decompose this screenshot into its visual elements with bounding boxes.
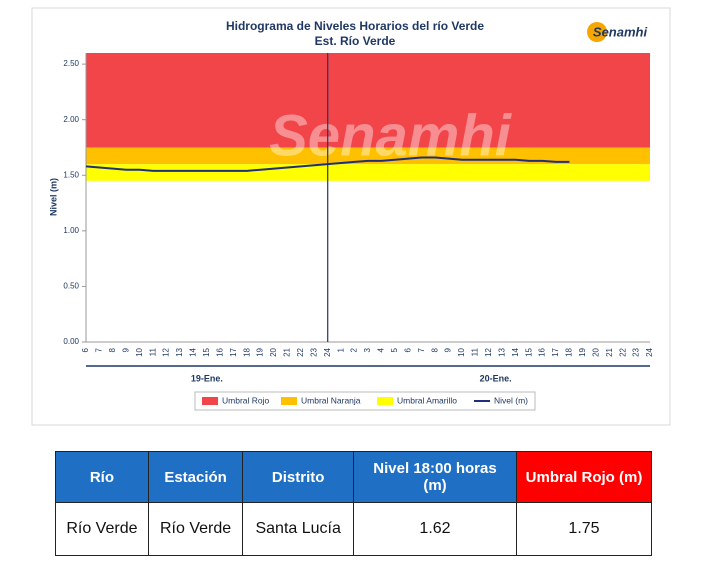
x-tick-label: 14 <box>189 347 198 356</box>
x-tick-label: 2 <box>350 347 359 352</box>
x-tick-label: 16 <box>538 347 547 356</box>
legend-label: Umbral Amarillo <box>397 395 457 405</box>
cell: Río Verde <box>147 502 244 556</box>
x-tick-label: 23 <box>309 347 318 356</box>
x-tick-label: 22 <box>618 347 627 356</box>
x-tick-label: 10 <box>457 347 466 356</box>
y-axis-label: Nivel (m) <box>48 178 58 216</box>
x-tick-label: 13 <box>175 347 184 356</box>
legend-label: Umbral Rojo <box>222 395 270 405</box>
x-tick-label: 23 <box>632 347 641 356</box>
x-tick-label: 16 <box>215 347 224 356</box>
cell: 1.75 <box>516 502 652 556</box>
y-tick-label: 1.00 <box>63 226 79 235</box>
x-tick-label: 17 <box>229 347 238 356</box>
legend-label: Umbral Naranja <box>301 395 361 405</box>
logo-text: Senamhi <box>593 24 648 39</box>
legend: Umbral Rojo Umbral Naranja Umbral Amarillo… <box>194 391 536 411</box>
x-tick-label: 9 <box>121 347 130 352</box>
x-tick-label: 18 <box>242 347 251 356</box>
x-tick-label: 7 <box>417 347 426 352</box>
legend-swatch <box>202 397 218 405</box>
x-tick-label: 14 <box>511 347 520 356</box>
x-tick-label: 13 <box>497 347 506 356</box>
header-cell: Nivel 18:00 horas (m) <box>353 451 517 503</box>
x-tick-label: 8 <box>430 347 439 352</box>
header-cell: Estación <box>147 451 244 503</box>
threshold-band <box>86 53 650 148</box>
table-row: Río Verde Río Verde Santa Lucía 1.62 1.7… <box>55 502 652 556</box>
x-tick-label: 5 <box>390 347 399 352</box>
y-tick-label: 0.50 <box>63 282 79 291</box>
x-tick-label: 21 <box>605 347 614 356</box>
x-tick-label: 10 <box>135 347 144 356</box>
y-tick-label: 1.50 <box>63 170 79 179</box>
legend-label: Nivel (m) <box>494 395 528 405</box>
x-tick-label: 21 <box>283 347 292 356</box>
x-tick-label: 8 <box>108 347 117 352</box>
x-group-label: 20-Ene. <box>480 373 512 383</box>
x-tick-label: 15 <box>202 347 211 356</box>
legend-swatch <box>377 397 393 405</box>
legend-swatch <box>281 397 297 405</box>
x-tick-label: 7 <box>95 347 104 352</box>
x-tick-label: 3 <box>363 347 372 352</box>
x-tick-label: 19 <box>578 347 587 356</box>
chart-subtitle: Est. Río Verde <box>315 34 396 48</box>
y-tick-label: 0.00 <box>63 337 79 346</box>
y-tick-label: 2.50 <box>63 59 79 68</box>
header-cell: Río <box>55 451 149 503</box>
level-line <box>85 156 570 172</box>
x-group-label: 19-Ene. <box>191 373 223 383</box>
y-tick-label: 2.00 <box>63 115 79 124</box>
x-tick-label: 20 <box>269 347 278 356</box>
x-tick-label: 11 <box>471 347 480 356</box>
x-tick-label: 17 <box>551 347 560 356</box>
cell: Santa Lucía <box>242 502 354 556</box>
x-tick-label: 4 <box>377 347 386 352</box>
x-tick-label: 24 <box>645 347 654 356</box>
x-tick-label: 20 <box>591 347 600 356</box>
x-tick-label: 9 <box>444 347 453 352</box>
x-tick-label: 12 <box>484 347 493 356</box>
x-tick-label: 22 <box>296 347 305 356</box>
x-tick-label: 19 <box>256 347 265 356</box>
x-tick-label: 15 <box>524 347 533 356</box>
header-cell: Distrito <box>242 451 354 503</box>
header-cell: Umbral Rojo (m) <box>516 451 652 503</box>
cell: Río Verde <box>55 502 149 556</box>
logo-sun <box>587 22 607 42</box>
x-tick-label: 11 <box>148 347 157 356</box>
table-header: Río Estación Distrito Nivel 18:00 horas … <box>55 451 652 503</box>
legend-box <box>194 391 536 411</box>
x-tick-label: 6 <box>403 347 412 352</box>
x-tick-label: 1 <box>336 347 345 352</box>
x-tick-label: 24 <box>323 347 332 356</box>
watermark: Senamhi <box>269 103 513 168</box>
cell: 1.62 <box>353 502 517 556</box>
x-tick-label: 12 <box>162 347 171 356</box>
data-table: Río Estación Distrito Nivel 18:00 horas … <box>55 451 652 556</box>
x-tick-label: 18 <box>565 347 574 356</box>
chart-title: Hidrograma de Niveles Horarios del río V… <box>226 19 484 33</box>
threshold-band <box>86 164 650 181</box>
x-tick-label: 6 <box>81 347 90 352</box>
